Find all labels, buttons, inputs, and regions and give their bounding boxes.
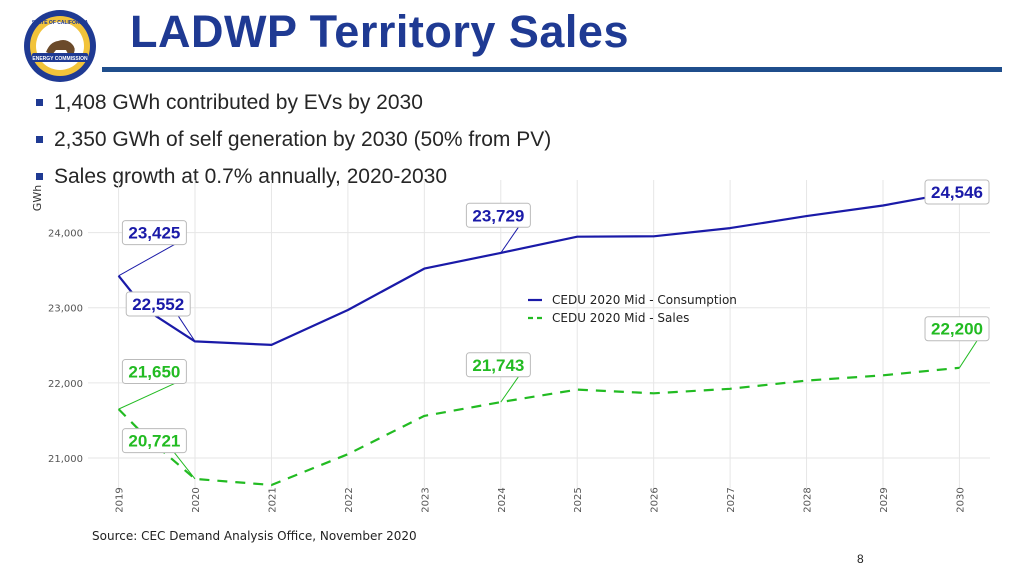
bullet-square-icon	[36, 173, 43, 180]
bullet-square-icon	[36, 99, 43, 106]
data-label: 22,200	[931, 320, 983, 339]
bullet-text: 2,350 GWh of self generation by 2030 (50…	[54, 127, 552, 151]
source-note: Source: CEC Demand Analysis Office, Nove…	[92, 529, 417, 543]
y-axis-label: GWh	[31, 185, 44, 211]
annotation-box	[924, 179, 990, 205]
page-number: 8	[857, 552, 864, 566]
bullet-item: Sales growth at 0.7% annually, 2020-2030	[36, 158, 551, 195]
legend-label: CEDU 2020 Mid - Sales	[552, 311, 689, 325]
legend-label: CEDU 2020 Mid - Consumption	[552, 293, 737, 307]
annotation-leader	[500, 376, 519, 403]
x-tick-label: 2029	[879, 487, 890, 512]
x-tick-label: 2020	[191, 487, 202, 512]
annotation-box	[121, 220, 187, 246]
logo-banner	[32, 53, 88, 62]
annotation-leader	[174, 452, 196, 480]
x-tick-label: 2027	[726, 487, 737, 512]
y-tick-label: 24,000	[48, 229, 83, 240]
sales-line	[117, 366, 960, 487]
slide-title: LADWP Territory Sales	[130, 6, 629, 57]
annotation-leader	[177, 315, 196, 342]
data-label: 21,650	[128, 363, 180, 382]
data-label: 21,743	[472, 356, 524, 375]
annotation-leader	[500, 227, 519, 254]
annotation-box	[924, 316, 990, 342]
logo-banner-text: ENERGY COMMISSION	[32, 56, 88, 62]
x-tick-label: 2023	[420, 487, 431, 512]
data-label: 24,546	[931, 183, 983, 202]
bear-icon	[46, 40, 75, 55]
energy-commission-logo: ENERGY COMMISSION STATE OF CALIFORNIA	[24, 10, 96, 82]
data-label: 23,425	[128, 224, 180, 243]
x-tick-label: 2024	[497, 487, 508, 512]
x-tick-label: 2022	[344, 487, 355, 512]
annotation-leader	[959, 340, 978, 369]
annotation-leader	[118, 383, 175, 410]
bullet-list: 1,408 GWh contributed by EVs by 2030 2,3…	[36, 84, 551, 195]
annotation-box	[465, 202, 531, 228]
bullet-text: 1,408 GWh contributed by EVs by 2030	[54, 90, 423, 114]
bullet-item: 1,408 GWh contributed by EVs by 2030	[36, 84, 551, 121]
data-label: 22,552	[132, 295, 184, 314]
x-tick-label: 2028	[803, 487, 814, 512]
annotation-box	[121, 359, 187, 385]
logo-top-text: STATE OF CALIFORNIA	[32, 20, 89, 26]
x-tick-label: 2030	[955, 487, 966, 512]
annotation-leader	[118, 244, 175, 277]
y-tick-label: 21,000	[48, 454, 83, 465]
x-tick-label: 2026	[650, 487, 661, 512]
annotation-box	[465, 352, 531, 378]
y-tick-label: 22,000	[48, 379, 83, 390]
x-tick-label: 2021	[267, 487, 278, 512]
data-label: 23,729	[472, 206, 524, 225]
bullet-square-icon	[36, 136, 43, 143]
title-divider	[102, 67, 1002, 72]
annotation-box	[125, 291, 191, 317]
x-tick-label: 2019	[115, 487, 126, 512]
y-tick-label: 23,000	[48, 304, 83, 315]
bullet-text: Sales growth at 0.7% annually, 2020-2030	[54, 164, 448, 188]
data-label: 20,721	[128, 432, 180, 451]
x-tick-label: 2025	[573, 487, 584, 512]
consumption-line	[117, 190, 960, 346]
bullet-item: 2,350 GWh of self generation by 2030 (50…	[36, 121, 551, 158]
annotation-box	[121, 428, 187, 454]
